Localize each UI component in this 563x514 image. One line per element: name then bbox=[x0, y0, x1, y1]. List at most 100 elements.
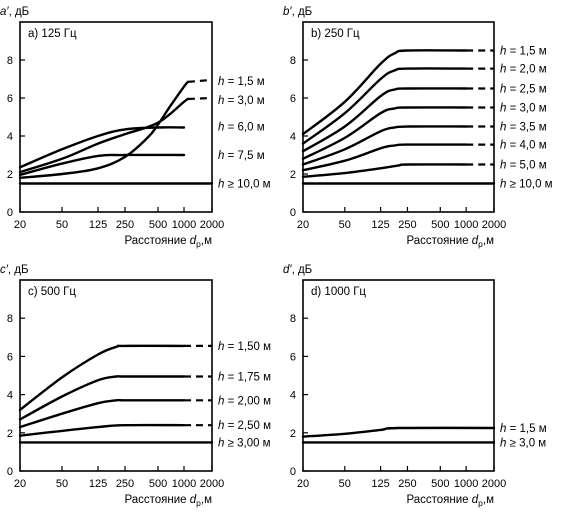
series-label: h ≥ 3,00 м bbox=[218, 437, 271, 449]
series-4: h = 3,0 м bbox=[301, 103, 547, 160]
series-line bbox=[301, 49, 468, 136]
series-label: h = 2,00 м bbox=[218, 395, 271, 407]
series-label: h = 5,0 м bbox=[500, 160, 547, 172]
y-tick-label: 6 bbox=[7, 351, 13, 363]
series-1: h = 1,5 м bbox=[18, 76, 265, 179]
series-dashed-extension bbox=[187, 78, 213, 83]
chart-panel-d: 0 2 4 6 8 20 50 125 250 500 1000 2000 d′, дБ d) 1000 … bbox=[283, 264, 547, 508]
x-tick-label: 1000 bbox=[454, 478, 478, 490]
plot-frame bbox=[302, 21, 495, 213]
panel-title: d) 1000 Гц bbox=[311, 286, 366, 298]
series-label: h = 7,5 м bbox=[218, 150, 265, 162]
series-label: h = 6,0 м bbox=[218, 122, 265, 134]
series-line bbox=[18, 97, 190, 174]
series-3: h = 2,5 м bbox=[301, 84, 547, 153]
series-label: h = 1,5 м bbox=[500, 46, 547, 58]
x-tick-label: 50 bbox=[56, 219, 68, 231]
series-label: h = 1,75 м bbox=[218, 371, 271, 383]
series-line bbox=[18, 344, 186, 412]
y-tick-label: 0 bbox=[290, 207, 296, 219]
y-tick-label: 6 bbox=[290, 351, 296, 363]
series-line bbox=[301, 143, 468, 172]
y-tick-label: 8 bbox=[290, 313, 296, 325]
y-tick-label: 4 bbox=[7, 390, 13, 402]
series-2: h = 2,0 м bbox=[301, 64, 547, 145]
y-tick-label: 2 bbox=[7, 428, 13, 440]
x-tick-label: 50 bbox=[339, 478, 351, 490]
panel-title: b) 250 Гц bbox=[311, 28, 360, 40]
x-tick-label: 500 bbox=[149, 478, 167, 490]
series-line bbox=[301, 125, 468, 166]
x-tick-label: 125 bbox=[89, 478, 107, 490]
series-line bbox=[301, 426, 496, 438]
series-label: h = 2,0 м bbox=[500, 64, 547, 76]
y-tick-label: 6 bbox=[7, 93, 13, 105]
x-tick-label: 50 bbox=[339, 219, 351, 231]
x-axis-label: Расстояние dp,м bbox=[124, 494, 212, 508]
series-5: h ≥ 3,00 м bbox=[18, 437, 271, 449]
series-2: h ≥ 3,0 м bbox=[301, 437, 546, 449]
series-label: h = 3,0 м bbox=[218, 95, 265, 107]
y-axis-label: b′, дБ bbox=[283, 6, 312, 18]
series-label: h = 2,50 м bbox=[218, 420, 271, 432]
series-label: h = 1,5 м bbox=[218, 76, 265, 88]
chart-panel-a: 0 2 4 6 8 20 50 125 250 500 1000 2000 a′, дБ a) 125 Г… bbox=[0, 6, 271, 249]
series-line bbox=[301, 163, 468, 178]
y-axis-label: a′, дБ bbox=[0, 6, 29, 18]
series-5: h ≥ 10,0 м bbox=[18, 179, 271, 191]
x-tick-label: 20 bbox=[297, 219, 309, 231]
x-axis-label: Расстояние dp,м bbox=[406, 235, 494, 249]
y-tick-label: 0 bbox=[7, 207, 13, 219]
y-axis-label: d′, дБ bbox=[283, 264, 312, 276]
series-line bbox=[301, 106, 468, 160]
series-label: h ≥ 10,0 м bbox=[500, 179, 553, 191]
series-label: h = 2,5 м bbox=[500, 84, 547, 96]
x-tick-label: 50 bbox=[56, 478, 68, 490]
plot-frame bbox=[19, 21, 213, 213]
y-tick-label: 2 bbox=[7, 169, 13, 181]
plot-frame bbox=[302, 279, 495, 472]
series-1: h = 1,5 м bbox=[301, 423, 547, 438]
y-tick-label: 0 bbox=[7, 466, 13, 478]
series-line bbox=[301, 67, 468, 145]
series-line bbox=[301, 87, 468, 153]
y-tick-label: 8 bbox=[290, 55, 296, 67]
series-label: h ≥ 3,0 м bbox=[500, 437, 546, 449]
x-tick-label: 20 bbox=[14, 478, 26, 490]
y-tick-label: 4 bbox=[290, 390, 296, 402]
chart-panel-b: 0 2 4 6 8 20 50 125 250 500 1000 2000 b′, дБ b) 250 Г… bbox=[283, 6, 553, 249]
y-tick-label: 6 bbox=[290, 93, 296, 105]
x-tick-label: 500 bbox=[149, 219, 167, 231]
series-label: h = 3,0 м bbox=[500, 103, 547, 115]
series-line bbox=[18, 126, 186, 169]
y-axis-label: c′, дБ bbox=[0, 264, 29, 276]
series-1: h = 1,5 м bbox=[301, 46, 547, 136]
x-tick-label: 250 bbox=[116, 219, 134, 231]
x-tick-label: 2000 bbox=[200, 478, 224, 490]
x-axis-label: Расстояние dp,м bbox=[406, 494, 494, 508]
series-line bbox=[18, 398, 186, 429]
x-tick-label: 250 bbox=[116, 478, 134, 490]
x-axis-label: Расстояние dp,м bbox=[124, 235, 212, 249]
series-2: h = 3,0 м bbox=[18, 95, 265, 174]
x-tick-label: 1000 bbox=[454, 219, 478, 231]
series-line bbox=[18, 153, 186, 177]
x-tick-label: 500 bbox=[431, 478, 449, 490]
series-label: h = 1,5 м bbox=[500, 423, 547, 435]
y-tick-label: 4 bbox=[7, 131, 13, 143]
series-label: h = 3,5 м bbox=[500, 122, 547, 134]
x-tick-label: 1000 bbox=[172, 219, 196, 231]
x-tick-label: 2000 bbox=[482, 219, 506, 231]
series-4: h = 7,5 м bbox=[18, 150, 265, 177]
series-line bbox=[18, 80, 190, 179]
y-tick-label: 8 bbox=[7, 313, 13, 325]
x-tick-label: 125 bbox=[371, 219, 389, 231]
series-7: h = 5,0 м bbox=[301, 160, 547, 178]
x-tick-label: 125 bbox=[89, 219, 107, 231]
series-3: h = 2,00 м bbox=[18, 395, 271, 429]
series-dashed-extension bbox=[187, 96, 213, 101]
panel-title: c) 500 Гц bbox=[28, 286, 76, 298]
x-tick-label: 250 bbox=[398, 478, 416, 490]
x-tick-label: 125 bbox=[371, 478, 389, 490]
series-line bbox=[18, 423, 186, 437]
